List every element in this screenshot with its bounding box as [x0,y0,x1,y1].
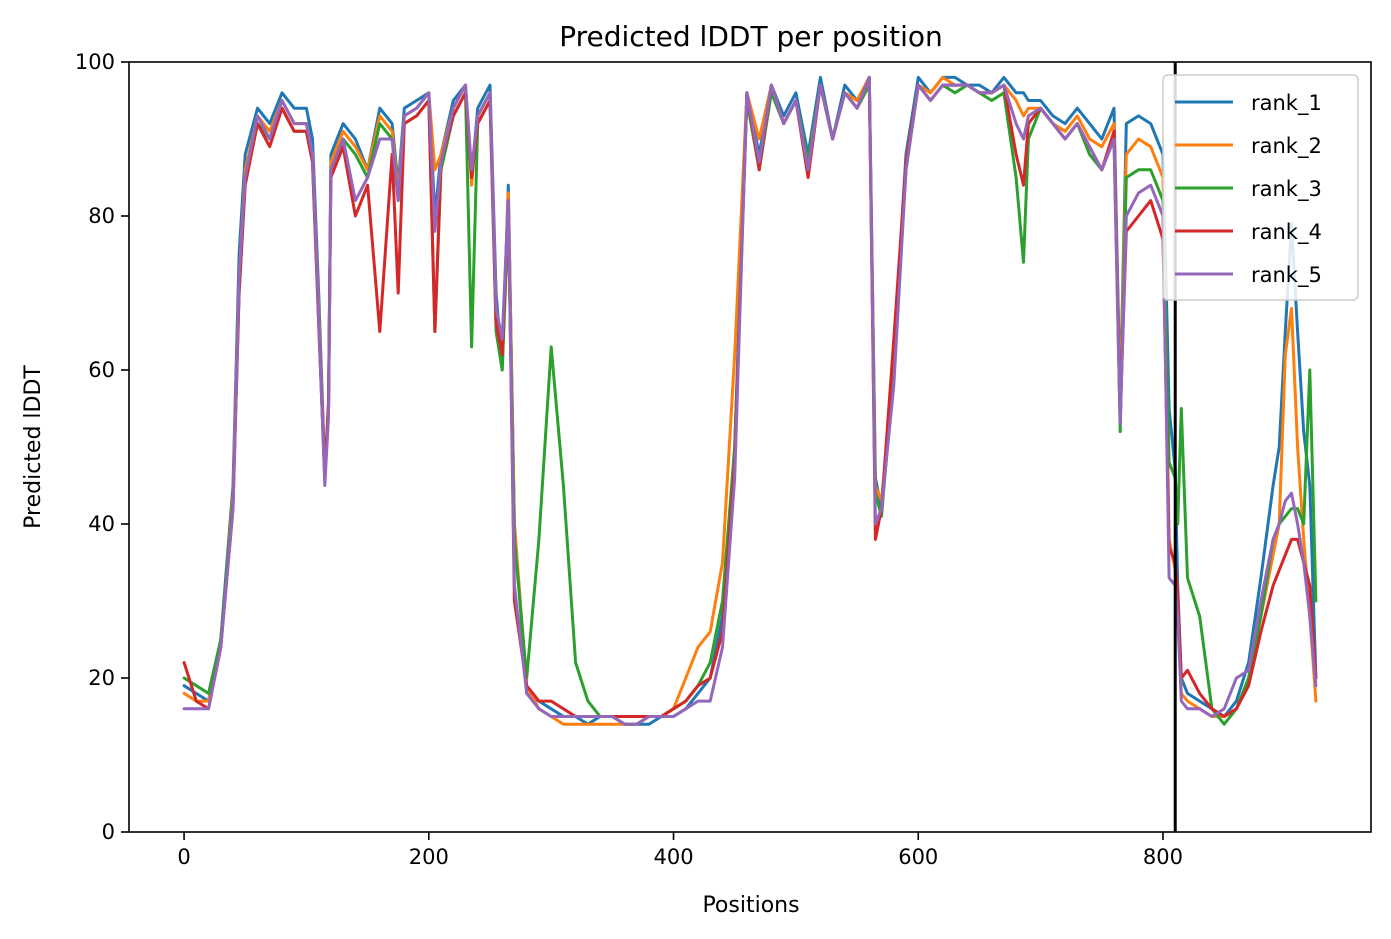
x-tick-label: 600 [898,845,938,869]
y-tick-label: 100 [75,50,115,74]
legend-box [1162,74,1359,301]
legend-label-1: rank_1 [1251,91,1322,116]
x-tick-label: 0 [177,845,190,869]
x-tick-label: 400 [653,845,693,869]
chart-title: Predicted lDDT per position [559,20,943,53]
x-axis-label: Positions [702,893,799,918]
y-axis-label: Predicted lDDT [21,365,46,529]
y-tick-label: 60 [88,358,115,382]
y-tick-label: 80 [88,204,115,228]
legend-label-3: rank_3 [1251,177,1322,202]
y-tick-label: 20 [88,666,115,690]
plot-frame [128,61,1372,833]
x-tick-label: 800 [1143,845,1183,869]
legend-label-4: rank_4 [1251,220,1322,245]
series-line-5 [182,75,1318,726]
legend-label-5: rank_5 [1251,263,1322,288]
legend-label-2: rank_2 [1251,134,1322,159]
y-tick-label: 40 [88,512,115,536]
x-tick-label: 200 [409,845,449,869]
y-tick-label: 0 [102,820,115,844]
y-axis: 0 20 40 60 80 100 [75,50,129,844]
x-axis: 0 200 400 600 800 [177,832,1183,869]
legend: rank_1 rank_2 rank_3 rank_4 rank_5 [1162,74,1359,301]
